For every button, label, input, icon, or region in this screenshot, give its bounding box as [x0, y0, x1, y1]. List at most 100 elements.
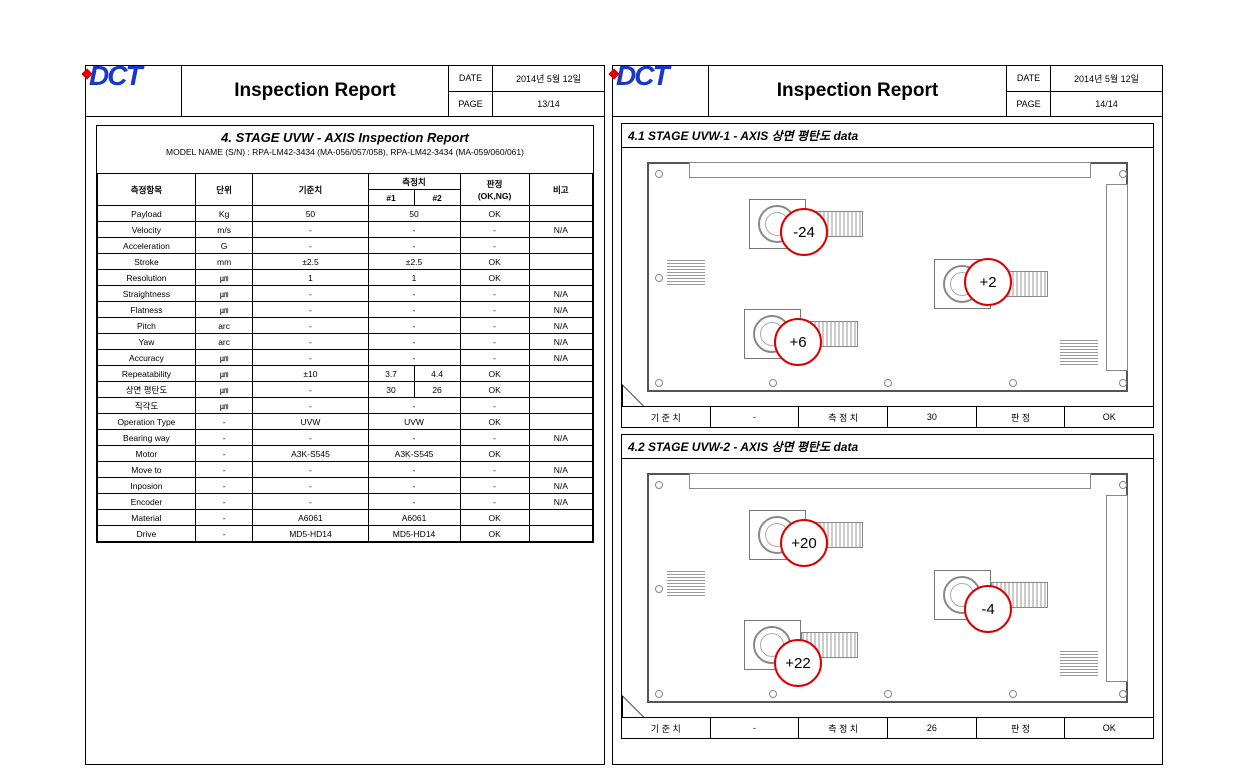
- table-cell: [529, 398, 592, 414]
- side-block: [1106, 184, 1128, 371]
- table-row: AccelerationG---: [98, 238, 593, 254]
- diagram-area-1: -24+2+6: [622, 148, 1153, 407]
- table-cell: -: [460, 318, 529, 334]
- table-cell: -: [253, 462, 368, 478]
- header-meta: DATE 2014년 5월 12일 PAGE 13/14: [449, 66, 604, 116]
- table-cell: -: [253, 478, 368, 494]
- mounting-hole-icon: [769, 379, 777, 387]
- table-cell: [529, 270, 592, 286]
- table-row: Flatness㎛---N/A: [98, 302, 593, 318]
- diagram-footer: 기 준 치 - 측 정 치 30 판 정 OK: [622, 407, 1153, 427]
- table-cell: ㎛: [195, 350, 253, 366]
- table-cell: Repeatability: [98, 366, 196, 382]
- table-cell: OK: [460, 382, 529, 398]
- table-cell: -: [253, 302, 368, 318]
- table-cell: -: [460, 286, 529, 302]
- table-cell: -: [253, 334, 368, 350]
- footer-cell: 26: [888, 718, 977, 738]
- hatch-pad: [1060, 650, 1098, 676]
- table-cell: [529, 238, 592, 254]
- footer-cell: 측 정 치: [799, 407, 888, 427]
- table-cell: -: [368, 222, 460, 238]
- table-cell: OK: [460, 254, 529, 270]
- mounting-hole-icon: [884, 379, 892, 387]
- table-cell: N/A: [529, 222, 592, 238]
- table-cell: [529, 446, 592, 462]
- diagram-section-1: 4.1 STAGE UVW-1 - AXIS 상면 평탄도 data -24+2…: [621, 123, 1154, 428]
- table-cell: ㎛: [195, 366, 253, 382]
- table-cell: Encoder: [98, 494, 196, 510]
- page-label: PAGE: [1007, 92, 1051, 117]
- page-header: DCT Inspection Report DATE 2014년 5월 12일 …: [86, 66, 604, 117]
- section-title: 4. STAGE UVW - AXIS Inspection Report: [97, 126, 593, 145]
- col-judge: 판정 (OK,NG): [460, 174, 529, 206]
- table-cell: Yaw: [98, 334, 196, 350]
- table-cell: A6061: [368, 510, 460, 526]
- footer-cell: 기 준 치: [622, 407, 711, 427]
- footer-cell: 판 정: [977, 718, 1066, 738]
- logo-text: DCT: [89, 60, 141, 91]
- footer-cell: 판 정: [977, 407, 1066, 427]
- table-cell: MD5-HD14: [253, 526, 368, 542]
- table-cell: [529, 382, 592, 398]
- table-cell: -: [195, 494, 253, 510]
- footer-cell: 기 준 치: [622, 718, 711, 738]
- table-cell: Acceleration: [98, 238, 196, 254]
- table-cell: 3.7: [368, 366, 414, 382]
- stage-plate: [647, 473, 1128, 703]
- report-page-left: DCT Inspection Report DATE 2014년 5월 12일 …: [85, 65, 605, 765]
- table-cell: -: [253, 430, 368, 446]
- table-cell: ㎛: [195, 270, 253, 286]
- table-cell: -: [253, 494, 368, 510]
- table-cell: Stroke: [98, 254, 196, 270]
- table-cell: N/A: [529, 286, 592, 302]
- table-cell: m/s: [195, 222, 253, 238]
- hatch-pad: [667, 570, 705, 596]
- measurement-bubble: +22: [774, 639, 822, 687]
- col-m1: #1: [368, 190, 414, 206]
- table-cell: 4.4: [414, 366, 460, 382]
- col-remark: 비고: [529, 174, 592, 206]
- table-cell: Motor: [98, 446, 196, 462]
- left-body: 4. STAGE UVW - AXIS Inspection Report MO…: [86, 117, 604, 551]
- table-row: Material-A6061A6061OK: [98, 510, 593, 526]
- mounting-hole-icon: [655, 379, 663, 387]
- table-cell: 상면 평탄도: [98, 382, 196, 398]
- page-value: 13/14: [493, 92, 604, 117]
- measurement-bubble: -24: [780, 208, 828, 256]
- table-cell: Velocity: [98, 222, 196, 238]
- logo-cell: DCT: [613, 66, 709, 116]
- mounting-hole-icon: [655, 481, 663, 489]
- date-value: 2014년 5월 12일: [493, 66, 604, 91]
- table-cell: OK: [460, 510, 529, 526]
- table-cell: -: [368, 430, 460, 446]
- table-cell: -: [253, 382, 368, 398]
- table-cell: Bearing way: [98, 430, 196, 446]
- table-cell: OK: [460, 206, 529, 222]
- table-cell: Payload: [98, 206, 196, 222]
- table-cell: ㎛: [195, 398, 253, 414]
- diagram-footer: 기 준 치 - 측 정 치 26 판 정 OK: [622, 718, 1153, 738]
- footer-cell: -: [711, 407, 800, 427]
- mounting-hole-icon: [1119, 170, 1127, 178]
- measurement-bubble: +2: [964, 258, 1012, 306]
- diagram-area-2: +20-4+22: [622, 459, 1153, 718]
- table-row: Yawarc---N/A: [98, 334, 593, 350]
- table-cell: Material: [98, 510, 196, 526]
- table-cell: -: [460, 462, 529, 478]
- page-header: DCT Inspection Report DATE 2014년 5월 12일 …: [613, 66, 1162, 117]
- table-row: 상면 평탄도㎛-3026OK: [98, 382, 593, 398]
- table-cell: UVW: [368, 414, 460, 430]
- mounting-hole-icon: [1119, 690, 1127, 698]
- table-cell: A6061: [253, 510, 368, 526]
- table-cell: 1: [368, 270, 460, 286]
- mounting-hole-icon: [1009, 690, 1017, 698]
- mounting-hole-icon: [769, 690, 777, 698]
- table-cell: [529, 206, 592, 222]
- table-body: PayloadKg5050OKVelocitym/s---N/AAccelera…: [98, 206, 593, 542]
- table-cell: OK: [460, 270, 529, 286]
- table-cell: -: [195, 510, 253, 526]
- side-block: [1106, 495, 1128, 682]
- table-cell: -: [253, 222, 368, 238]
- table-row: Operation Type-UVWUVWOK: [98, 414, 593, 430]
